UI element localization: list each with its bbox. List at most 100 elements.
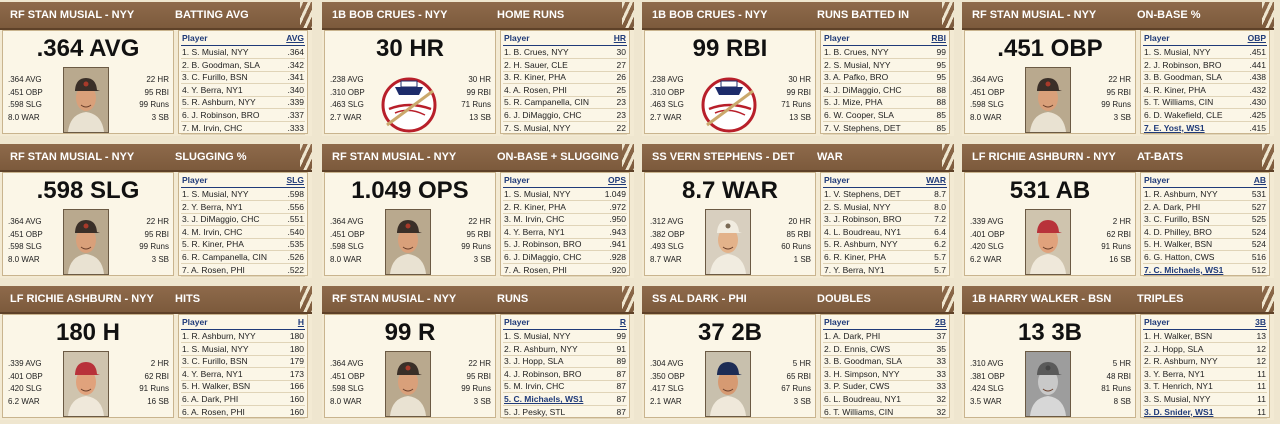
leader-name[interactable]: 1. S. Musial, NYY — [182, 189, 249, 199]
stat-column-header[interactable]: OPS — [608, 175, 626, 185]
player-column-header[interactable]: Player — [504, 175, 530, 185]
player-photo-walker[interactable] — [1025, 351, 1071, 417]
leader-name[interactable]: 6. T. Williams, CIN — [824, 406, 894, 417]
player-column-header[interactable]: Player — [824, 33, 850, 43]
leader-name[interactable]: 3. J. DiMaggio, CHC — [182, 214, 260, 225]
leader-name[interactable]: 2. B. Goodman, SLA — [182, 59, 260, 70]
leader-name[interactable]: 2. J. Robinson, BRO — [1144, 59, 1222, 70]
leader-name[interactable]: 1. R. Ashburn, NYY — [182, 331, 256, 341]
leader-name[interactable]: 4. Y. Berra, NY1 — [504, 226, 565, 237]
leader-player-name[interactable]: LF RICHIE ASHBURN - NYY — [972, 151, 1116, 163]
stat-column-header[interactable]: RBI — [931, 33, 946, 43]
leader-name[interactable]: 3. P. Suder, CWS — [824, 381, 890, 392]
leader-name[interactable]: 5. C. Michaels, WS1 — [504, 394, 584, 404]
leader-player-name[interactable]: LF RICHIE ASHBURN - NYY — [10, 293, 154, 305]
leader-name[interactable]: 2. S. Musial, NYY — [824, 201, 891, 212]
player-column-header[interactable]: Player — [182, 33, 208, 43]
leader-name[interactable]: 2. H. Sauer, CLE — [504, 59, 568, 70]
stat-column-header[interactable]: H — [297, 317, 304, 327]
leader-player-name[interactable]: RF STAN MUSIAL - NYY — [972, 9, 1097, 21]
leader-name[interactable]: 3. Y. Berra, NY1 — [1144, 368, 1205, 379]
leader-name[interactable]: 3. M. Irvin, CHC — [504, 214, 565, 225]
leader-name[interactable]: 6. W. Cooper, SLA — [824, 110, 894, 120]
leader-name[interactable]: 3. A. Pafko, BRO — [824, 72, 889, 83]
leader-player-name[interactable]: SS AL DARK - PHI — [652, 293, 747, 305]
leader-name[interactable]: 2. R. Ashburn, NYY — [504, 343, 578, 354]
leader-name[interactable]: 1. S. Musial, NYY — [182, 343, 249, 354]
leader-name[interactable]: 4. J. Robinson, BRO — [504, 368, 582, 379]
leader-name[interactable]: 1. V. Stephens, DET — [824, 189, 901, 199]
leader-name[interactable]: 6. G. Hatton, CWS — [1144, 252, 1215, 262]
player-column-header[interactable]: Player — [1144, 317, 1170, 327]
leader-name[interactable]: 5. R. Ashburn, NYY — [182, 97, 256, 108]
leader-name[interactable]: 5. T. Williams, CIN — [1144, 97, 1214, 108]
leader-player-name[interactable]: 1B BOB CRUES - NYY — [332, 9, 448, 21]
leader-name[interactable]: 3. C. Furillo, BSN — [1144, 214, 1210, 225]
yankees-logo-icon[interactable] — [695, 71, 763, 135]
stat-column-header[interactable]: OBP — [1247, 33, 1266, 43]
leader-name[interactable]: 6. A. Dark, PHI — [182, 394, 239, 404]
leader-player-name[interactable]: SS VERN STEPHENS - DET — [652, 151, 795, 163]
player-column-header[interactable]: Player — [1144, 33, 1170, 43]
stat-column-header[interactable]: 3B — [1255, 317, 1266, 327]
leader-player-name[interactable]: RF STAN MUSIAL - NYY — [10, 9, 135, 21]
leader-player-name[interactable]: RF STAN MUSIAL - NYY — [332, 151, 457, 163]
leader-name[interactable]: 4. M. Irvin, CHC — [182, 226, 243, 237]
player-photo-musial[interactable] — [63, 209, 109, 275]
leader-name[interactable]: 2. J. Hopp, SLA — [1144, 343, 1204, 354]
leader-name[interactable]: 5. R. Kiner, PHA — [182, 239, 244, 250]
leader-name[interactable]: 5. H. Walker, BSN — [1144, 239, 1213, 250]
leader-name[interactable]: 1. S. Musial, NYY — [504, 189, 571, 199]
leader-name[interactable]: 5. J. Robinson, BRO — [504, 239, 582, 250]
leader-name[interactable]: 7. E. Yost, WS1 — [1144, 122, 1205, 133]
leader-name[interactable]: 5. M. Irvin, CHC — [504, 381, 565, 392]
player-photo-stephens[interactable] — [705, 209, 751, 275]
leader-name[interactable]: 7. A. Rosen, PHI — [182, 264, 245, 275]
stat-column-header[interactable]: AB — [1253, 175, 1266, 185]
leader-name[interactable]: 2. R. Kiner, PHA — [504, 201, 566, 212]
leader-name[interactable]: 3. T. Henrich, NY1 — [1144, 381, 1213, 392]
leader-name[interactable]: 3. C. Furillo, BSN — [182, 72, 248, 83]
leader-name[interactable]: 4. A. Rosen, PHI — [504, 84, 567, 95]
player-column-header[interactable]: Player — [182, 175, 208, 185]
leader-name[interactable]: 2. Y. Berra, NY1 — [182, 201, 243, 212]
leader-name[interactable]: 1. B. Crues, NYY — [824, 47, 889, 57]
leader-name[interactable]: 3. S. Musial, NYY — [1144, 394, 1211, 404]
leader-name[interactable]: 3. H. Simpson, NYY — [824, 368, 900, 379]
leader-name[interactable]: 4. J. DiMaggio, CHC — [824, 84, 902, 95]
leader-name[interactable]: 2. D. Ennis, CWS — [824, 343, 891, 354]
player-photo-dark[interactable] — [705, 351, 751, 417]
leader-name[interactable]: 3. J. Robinson, BRO — [824, 214, 902, 225]
player-column-header[interactable]: Player — [504, 33, 530, 43]
stat-column-header[interactable]: AVG — [286, 33, 304, 43]
leader-name[interactable]: 1. A. Dark, PHI — [824, 331, 881, 341]
leader-name[interactable]: 7. A. Rosen, PHI — [504, 264, 567, 275]
leader-name[interactable]: 3. B. Goodman, SLA — [1144, 72, 1222, 83]
stat-column-header[interactable]: R — [619, 317, 626, 327]
player-column-header[interactable]: Player — [182, 317, 208, 327]
leader-name[interactable]: 6. J. Robinson, BRO — [182, 110, 260, 120]
leader-name[interactable]: 3. C. Furillo, BSN — [182, 356, 248, 367]
player-column-header[interactable]: Player — [824, 317, 850, 327]
leader-name[interactable]: 2. A. Dark, PHI — [1144, 201, 1201, 212]
player-photo-musial[interactable] — [385, 209, 431, 275]
leader-name[interactable]: 1. H. Walker, BSN — [1144, 331, 1213, 341]
leader-name[interactable]: 2. S. Musial, NYY — [824, 59, 891, 70]
leader-name[interactable]: 5. H. Walker, BSN — [182, 381, 251, 392]
leader-name[interactable]: 5. J. Pesky, STL — [504, 406, 566, 417]
leader-name[interactable]: 6. R. Kiner, PHA — [824, 252, 886, 262]
leader-player-name[interactable]: RF STAN MUSIAL - NYY — [332, 293, 457, 305]
yankees-logo-icon[interactable] — [375, 71, 443, 135]
player-photo-ashburn[interactable] — [63, 351, 109, 417]
leader-name[interactable]: 4. L. Boudreau, NY1 — [824, 226, 902, 237]
leader-name[interactable]: 1. R. Ashburn, NYY — [1144, 189, 1218, 199]
leader-name[interactable]: 1. S. Musial, NYY — [1144, 47, 1211, 57]
leader-name[interactable]: 3. B. Goodman, SLA — [824, 356, 902, 367]
leader-name[interactable]: 1. B. Crues, NYY — [504, 47, 569, 57]
leader-name[interactable]: 4. Y. Berra, NY1 — [182, 84, 243, 95]
leader-name[interactable]: 1. S. Musial, NYY — [182, 47, 249, 57]
leader-name[interactable]: 5. R. Ashburn, NYY — [824, 239, 898, 250]
leader-name[interactable]: 6. A. Rosen, PHI — [182, 406, 245, 417]
player-photo-musial[interactable] — [63, 67, 109, 133]
leader-name[interactable]: 6. L. Boudreau, NY1 — [824, 394, 902, 404]
